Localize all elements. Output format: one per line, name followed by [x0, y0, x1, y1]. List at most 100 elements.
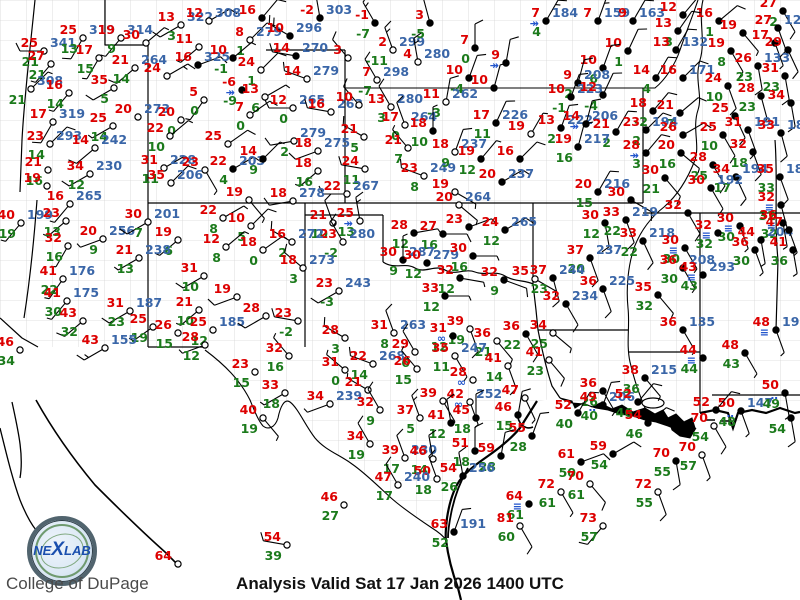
svg-text:54: 54 — [264, 529, 282, 544]
svg-text:182: 182 — [787, 117, 800, 132]
svg-text:32: 32 — [761, 226, 778, 241]
station-plot: 30 30≡ — [662, 232, 698, 274]
svg-text:132: 132 — [682, 34, 708, 49]
svg-text:57: 57 — [581, 529, 598, 544]
svg-text:6: 6 — [164, 243, 173, 258]
svg-text:1: 1 — [614, 54, 623, 69]
svg-text:203: 203 — [239, 153, 265, 168]
svg-text:21: 21 — [22, 54, 39, 69]
svg-text:293: 293 — [709, 259, 735, 274]
svg-text:13: 13 — [158, 9, 175, 24]
station-plot: 10 — [471, 62, 510, 92]
svg-text:20: 20 — [568, 261, 586, 276]
station-plot: 16 171 — [660, 60, 715, 82]
svg-text:35: 35 — [432, 340, 449, 355]
svg-text:19: 19 — [708, 35, 725, 50]
svg-text:10: 10 — [311, 226, 329, 241]
svg-text:299: 299 — [399, 34, 425, 49]
svg-text:24: 24 — [705, 70, 723, 85]
station-plot: 128 — [203, 231, 250, 265]
svg-text:12: 12 — [423, 299, 440, 314]
station-plot: 17 264 0 — [382, 95, 437, 143]
svg-text:26: 26 — [441, 479, 459, 494]
svg-text:3: 3 — [632, 156, 641, 171]
svg-text:44: 44 — [680, 342, 698, 357]
station-plot: 16 — [239, 0, 287, 22]
svg-text:31: 31 — [181, 260, 198, 275]
svg-text:25: 25 — [691, 168, 708, 183]
svg-text:185: 185 — [219, 314, 245, 329]
svg-text:25: 25 — [21, 35, 38, 50]
station-plot: 32 — [665, 197, 701, 242]
svg-text:6: 6 — [251, 100, 260, 115]
svg-text:16: 16 — [421, 237, 439, 252]
svg-text:61: 61 — [539, 495, 556, 510]
svg-text:135: 135 — [689, 314, 715, 329]
svg-text:31: 31 — [322, 354, 339, 369]
svg-text:20: 20 — [575, 176, 593, 191]
svg-text:‥: ‥ — [727, 407, 734, 420]
svg-text:≡: ≡ — [687, 354, 696, 367]
svg-text:-3: -3 — [427, 105, 441, 120]
svg-text:6: 6 — [401, 355, 410, 370]
svg-text:-7: -7 — [358, 83, 372, 98]
svg-text:0: 0 — [190, 103, 199, 118]
svg-text:175: 175 — [73, 285, 99, 300]
svg-text:10: 10 — [336, 89, 354, 104]
svg-text:5: 5 — [350, 140, 359, 155]
svg-text:12: 12 — [429, 426, 446, 441]
svg-text:39: 39 — [420, 385, 437, 400]
svg-text:30: 30 — [380, 244, 398, 259]
station-plot: 23 243 -3 — [310, 275, 371, 309]
svg-text:32: 32 — [45, 230, 62, 245]
svg-text:≡: ≡ — [767, 219, 776, 232]
station-plot: 308 21 — [9, 71, 63, 107]
svg-text:23: 23 — [43, 205, 60, 220]
svg-text:24: 24 — [342, 153, 360, 168]
svg-text:16: 16 — [175, 49, 193, 64]
station-plot: 241 — [238, 52, 287, 88]
svg-text:7: 7 — [460, 32, 469, 47]
svg-text:∞: ∞ — [457, 376, 466, 389]
svg-text:36: 36 — [580, 375, 598, 390]
svg-text:264: 264 — [411, 109, 437, 124]
svg-text:45: 45 — [453, 402, 470, 417]
station-plot: 329 — [357, 381, 384, 428]
station-plot: 3 — [332, 31, 352, 62]
svg-text:57: 57 — [680, 458, 697, 473]
svg-text:-6: -6 — [222, 74, 236, 89]
svg-text:206: 206 — [609, 389, 635, 404]
svg-text:64: 64 — [506, 488, 524, 503]
svg-text:176: 176 — [69, 263, 95, 278]
svg-text:12: 12 — [270, 92, 287, 107]
svg-text:30: 30 — [404, 247, 422, 262]
svg-text:54: 54 — [692, 429, 710, 444]
svg-text:293: 293 — [56, 128, 82, 143]
station-plot: 31 228 11 — [141, 152, 197, 186]
svg-text:10: 10 — [267, 20, 285, 35]
svg-text:278: 278 — [299, 185, 325, 200]
svg-text:46: 46 — [616, 405, 634, 420]
svg-text:206: 206 — [592, 108, 618, 123]
station-plot: 19 314 9 — [98, 22, 153, 57]
station-plot: 22 268 14 — [348, 346, 405, 382]
station-plot: 22 267 — [318, 178, 379, 198]
svg-text:3: 3 — [331, 341, 340, 356]
station-plot: 47 — [502, 382, 536, 424]
svg-text:14: 14 — [91, 129, 109, 144]
svg-text:16: 16 — [239, 2, 257, 17]
station-plot: 49 206 40‥ — [580, 380, 635, 423]
svg-text:25: 25 — [712, 100, 729, 115]
svg-text:31: 31 — [371, 317, 388, 332]
svg-text:32: 32 — [696, 236, 713, 251]
svg-text:23: 23 — [736, 69, 753, 84]
svg-text:219: 219 — [632, 204, 658, 219]
svg-text:35: 35 — [148, 167, 165, 182]
svg-text:9: 9 — [89, 242, 98, 257]
